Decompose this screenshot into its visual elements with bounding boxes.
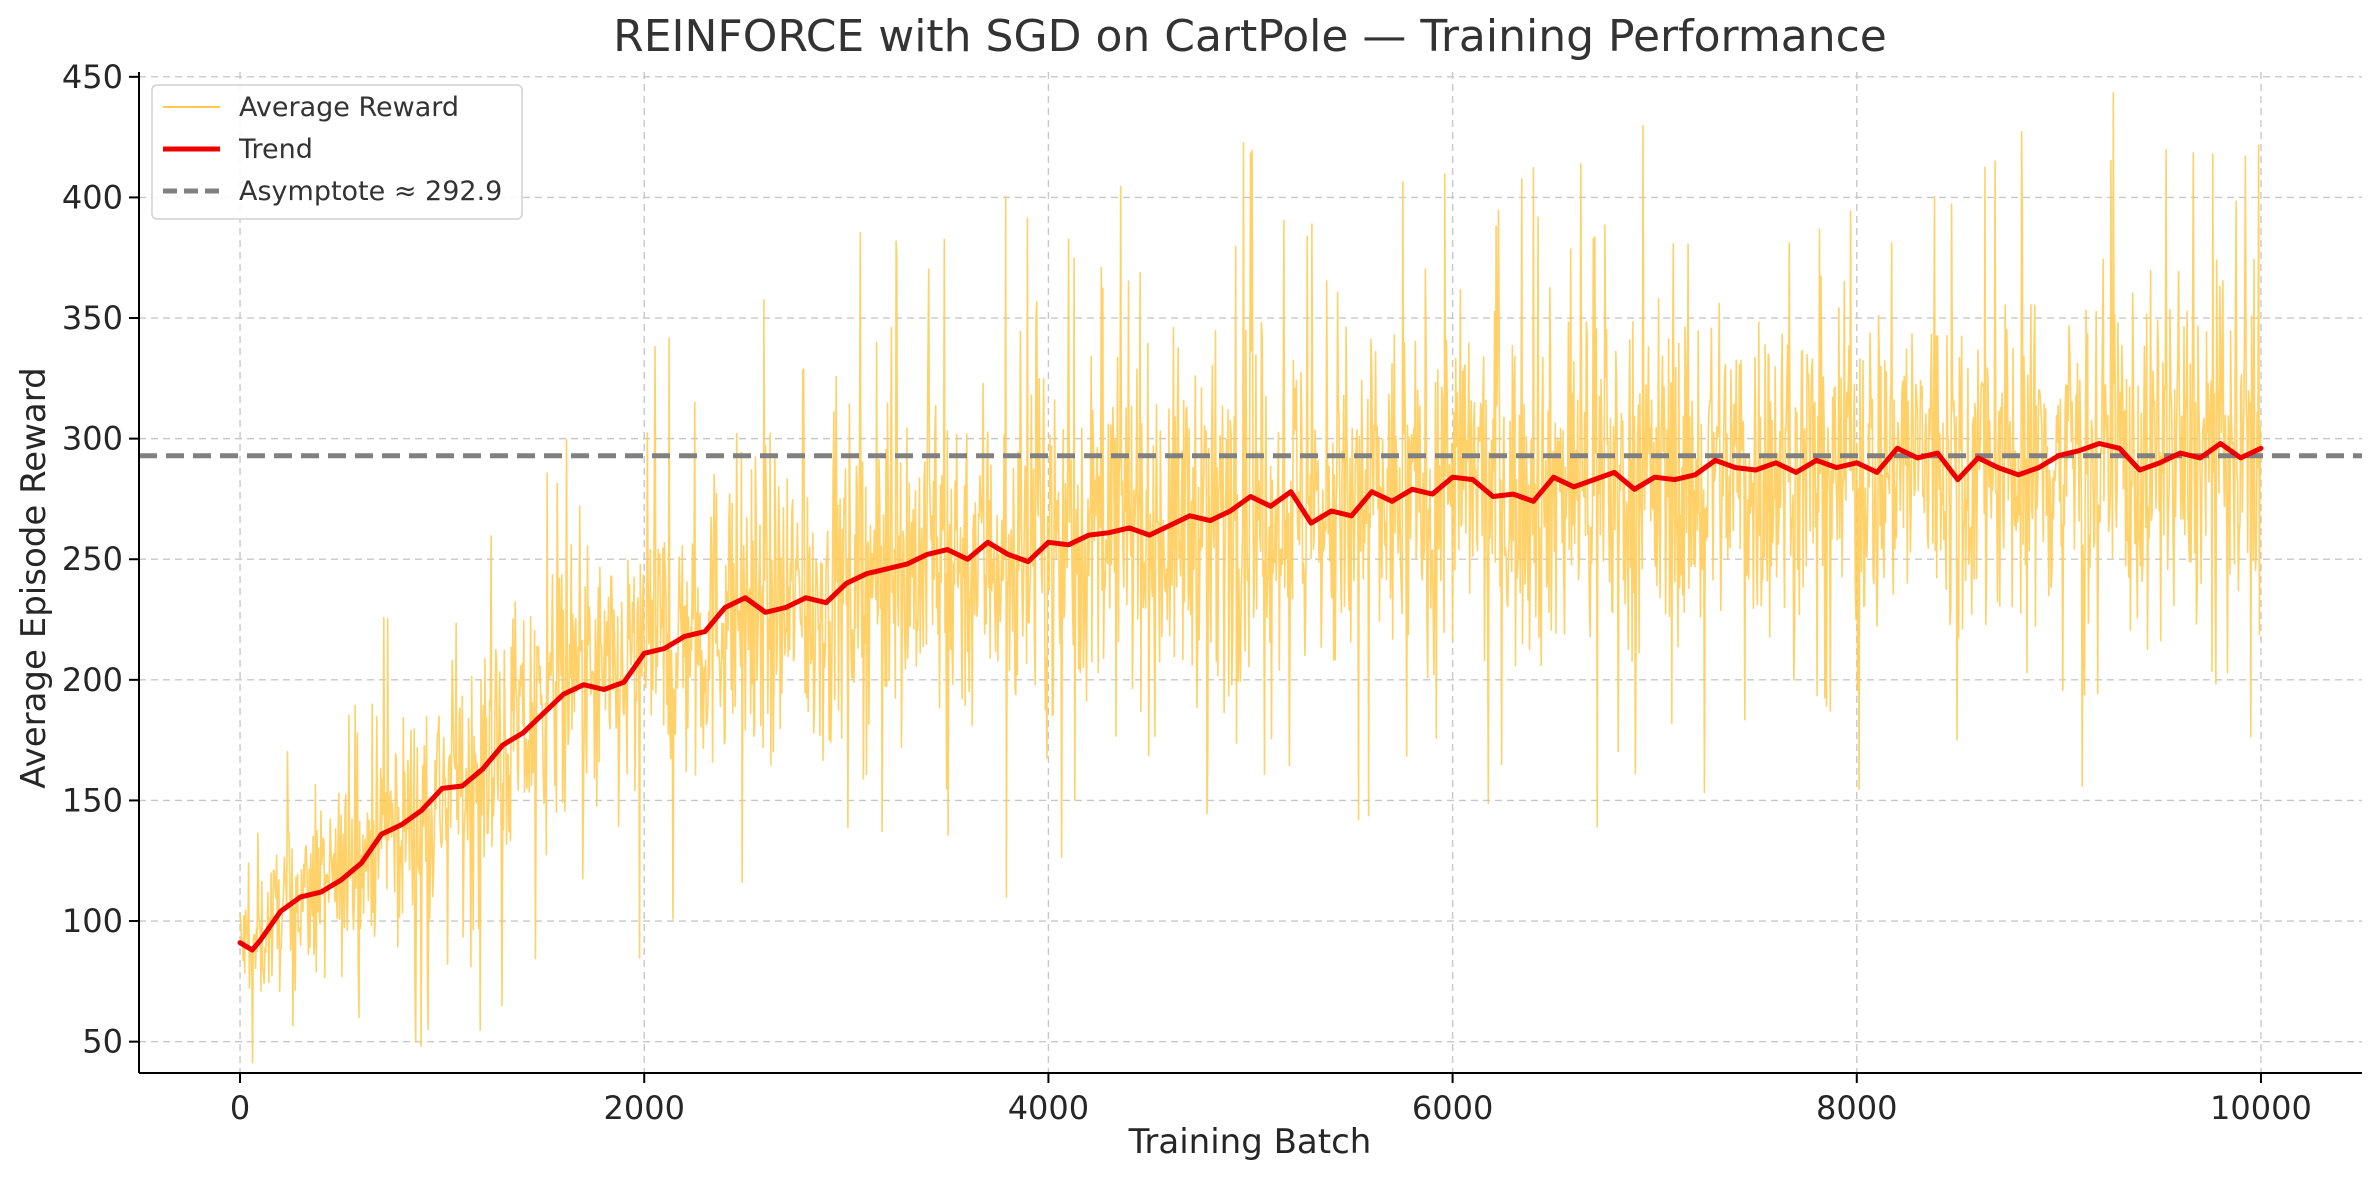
x-tick-label: 10000 xyxy=(2210,1089,2312,1127)
x-tick-label: 8000 xyxy=(1816,1089,1897,1127)
y-tick-label: 150 xyxy=(62,781,123,819)
x-tick-label: 2000 xyxy=(604,1089,685,1127)
y-axis-label: Average Episode Reward xyxy=(14,367,54,788)
y-tick-label: 450 xyxy=(62,58,123,96)
grid xyxy=(139,72,2362,1073)
x-tick-label: 6000 xyxy=(1412,1089,1493,1127)
y-tick-label: 250 xyxy=(62,540,123,578)
y-tick-label: 300 xyxy=(62,420,123,458)
legend-label-asymptote: Asymptote ≈ 292.9 xyxy=(239,176,502,207)
legend-label-trend: Trend xyxy=(238,134,313,165)
series-average-reward xyxy=(239,91,2262,1064)
y-axis-ticks: 50 100 150 200 250 300 350 400 450 xyxy=(62,58,139,1061)
x-axis-ticks: 0 2000 4000 6000 8000 10000 xyxy=(230,1073,2312,1127)
y-tick-label: 200 xyxy=(62,661,123,699)
legend: Average Reward Trend Asymptote ≈ 292.9 xyxy=(151,84,523,220)
x-tick-label: 0 xyxy=(230,1089,250,1127)
axes-spines xyxy=(138,72,2362,1074)
legend-frame xyxy=(151,84,523,220)
y-tick-label: 350 xyxy=(62,299,123,337)
plot-area xyxy=(139,91,2362,1064)
y-tick-label: 50 xyxy=(82,1023,123,1061)
series-trend xyxy=(237,441,2264,953)
chart-title: REINFORCE with SGD on CartPole — Trainin… xyxy=(613,11,1887,62)
legend-label-average-reward: Average Reward xyxy=(239,92,459,123)
x-axis-label: Training Batch xyxy=(1128,1122,1372,1162)
y-tick-label: 400 xyxy=(62,178,123,216)
x-tick-label: 4000 xyxy=(1008,1089,1089,1127)
y-tick-label: 100 xyxy=(62,902,123,940)
